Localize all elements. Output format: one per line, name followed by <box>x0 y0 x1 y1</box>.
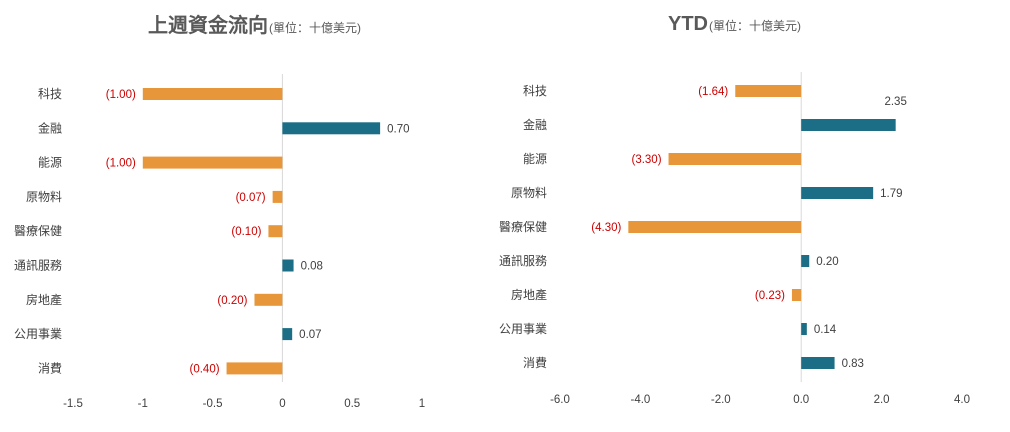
left-bar <box>282 328 293 341</box>
left-x-tick-label: -0.5 <box>203 398 223 410</box>
left-x-tick-label: -1.5 <box>63 398 83 410</box>
right-x-tick-label: -2.0 <box>711 394 731 406</box>
left-category-label: 消費 <box>38 360 62 375</box>
left-category-label: 金融 <box>38 120 62 135</box>
left-chart-title-unit: (單位：十億美元) <box>269 20 361 35</box>
left-category-label: 通訊服務 <box>14 258 62 273</box>
right-category-label: 消費 <box>523 355 547 370</box>
left-category-label: 醫療保健 <box>14 224 62 238</box>
right-value-label: (4.30) <box>591 222 621 234</box>
right-chart-title-main: YTD <box>668 13 708 35</box>
right-value-label: 0.83 <box>842 358 864 370</box>
left-category-label: 公用事業 <box>14 327 62 341</box>
left-x-tick-label: 0.5 <box>344 398 360 410</box>
right-x-tick-label: 0.0 <box>793 394 809 406</box>
left-bar <box>226 362 283 375</box>
right-category-label: 金融 <box>523 117 547 132</box>
right-x-tick-label: 2.0 <box>874 394 890 406</box>
left-chart-title: 上週資金流向(單位：十億美元) <box>148 13 361 37</box>
right-bar <box>791 289 802 301</box>
right-bar <box>801 255 810 267</box>
right-x-tick-label: -6.0 <box>550 394 570 406</box>
right-bar <box>801 357 835 369</box>
right-bar <box>628 221 802 233</box>
right-value-label: (3.30) <box>631 154 661 166</box>
right-category-label: 科技 <box>523 84 547 98</box>
right-category-label: 醫療保健 <box>499 220 547 234</box>
left-value-label: 0.70 <box>387 123 409 135</box>
left-category-label: 能源 <box>38 156 62 170</box>
right-x-tick-label: -4.0 <box>630 394 650 406</box>
left-value-label: (0.07) <box>236 192 266 204</box>
left-bar <box>142 156 283 169</box>
left-x-tick-label: 1 <box>419 398 425 410</box>
right-chart-title-unit: (單位：十億美元) <box>709 18 801 33</box>
right-chart-title: YTD(單位：十億美元) <box>668 13 801 35</box>
right-category-label: 能源 <box>523 152 547 166</box>
left-chart-title-main: 上週資金流向 <box>148 13 268 37</box>
left-x-tick-label: -1 <box>138 398 148 410</box>
left-category-label: 房地產 <box>26 292 62 307</box>
left-value-label: (0.40) <box>190 363 220 375</box>
left-category-label: 科技 <box>38 87 62 101</box>
right-value-label: 0.20 <box>816 256 838 268</box>
right-category-label: 原物料 <box>511 186 547 200</box>
right-bar-chart: 科技 (1.64) 金融 2.35 能源 (3.30) 原物料 1.79 醫療保健 (4.30) 通… <box>499 72 970 406</box>
left-value-label: (0.20) <box>217 295 247 307</box>
right-value-label: (0.23) <box>755 290 785 302</box>
right-value-label: 0.14 <box>814 324 837 336</box>
right-value-label: 2.35 <box>884 96 906 108</box>
right-bar <box>801 187 874 199</box>
left-value-label: (1.00) <box>106 89 136 101</box>
left-bar <box>254 293 283 306</box>
right-bar <box>801 119 896 131</box>
right-x-tick-label: 4.0 <box>954 394 970 406</box>
right-category-label: 房地產 <box>511 287 547 302</box>
left-bar <box>272 190 283 203</box>
left-value-label: 0.08 <box>301 261 323 273</box>
right-category-label: 通訊服務 <box>499 253 547 268</box>
left-x-tick-label: 0 <box>279 398 285 410</box>
right-value-label: (1.64) <box>698 86 728 98</box>
right-bar <box>668 153 802 165</box>
left-value-label: (0.10) <box>231 226 261 238</box>
left-bar <box>282 259 294 272</box>
left-bar <box>142 88 283 100</box>
right-value-label: 1.79 <box>880 188 902 200</box>
left-bar <box>282 122 381 135</box>
left-bar <box>268 225 283 238</box>
right-bar <box>801 323 807 335</box>
left-category-label: 原物料 <box>26 190 62 204</box>
left-bar-chart: 科技 (1.00) 金融 0.70 能源 (1.00) 原物料 (0.07) 醫療保健 (0.10… <box>14 74 425 410</box>
left-value-label: 0.07 <box>299 329 321 341</box>
right-category-label: 公用事業 <box>499 322 547 336</box>
left-value-label: (1.00) <box>106 158 136 170</box>
right-bar <box>735 85 802 97</box>
